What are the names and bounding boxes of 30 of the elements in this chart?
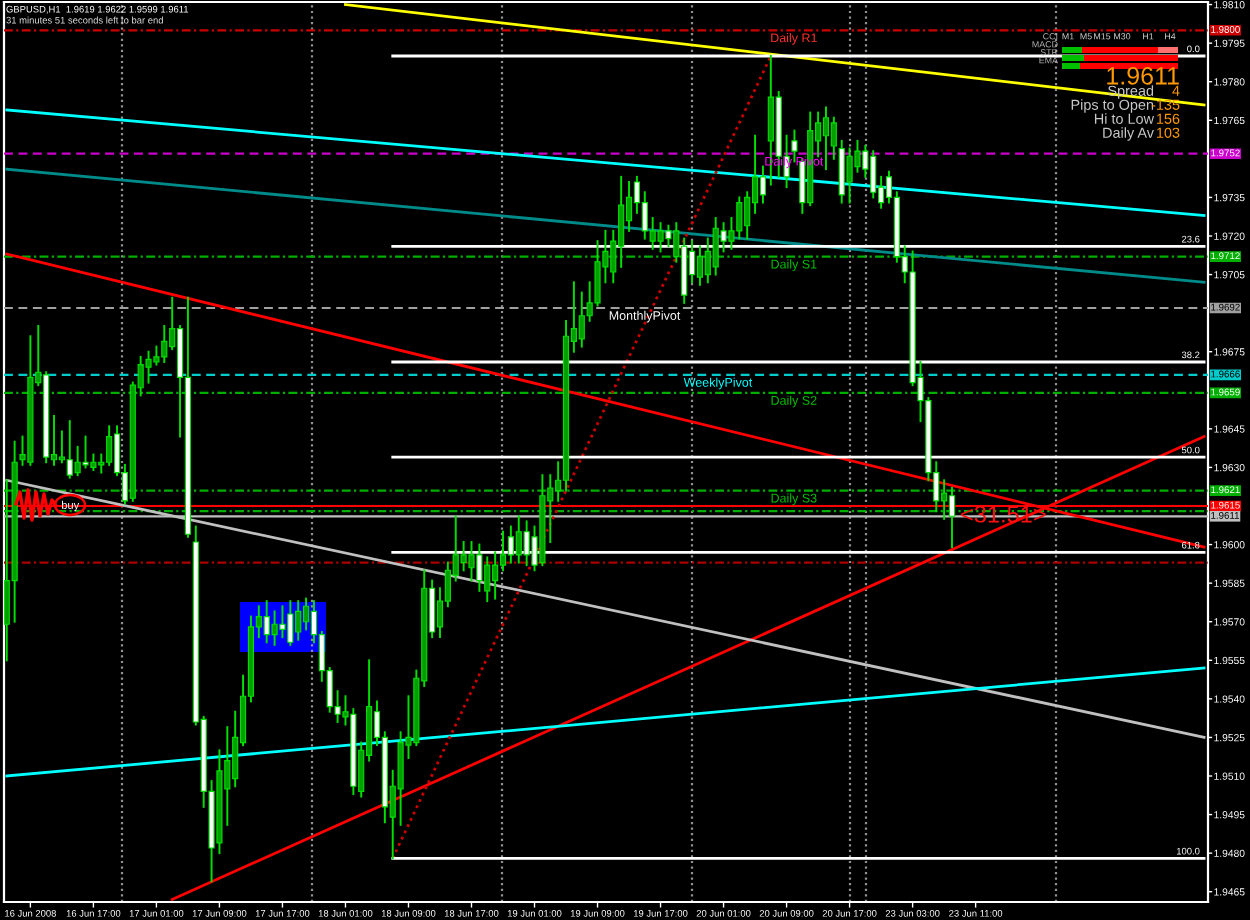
candlestick (696, 245, 704, 286)
candlestick (295, 600, 302, 641)
candlestick (578, 291, 585, 348)
candlestick (618, 175, 625, 268)
candlestick (468, 541, 475, 582)
candlestick (279, 605, 286, 639)
candlestick (66, 420, 73, 479)
candlestick (303, 597, 310, 631)
candlestick (759, 165, 767, 204)
candlestick (822, 106, 830, 171)
candlestick (492, 551, 499, 600)
candlestick (870, 150, 877, 199)
candlestick (657, 222, 664, 253)
candlestick (271, 610, 278, 646)
candlestick (838, 139, 845, 204)
candlestick (484, 556, 491, 603)
candlestick (82, 435, 89, 469)
candlestick (515, 515, 522, 564)
candlestick (830, 116, 837, 160)
candlestick (263, 600, 270, 644)
annotation: 1.9611 (1107, 67, 1179, 85)
candlestick (287, 600, 294, 646)
candlestick (712, 217, 719, 276)
candlestick (736, 196, 743, 240)
candlestick (460, 541, 467, 572)
candlestick (106, 425, 113, 466)
candlestick (846, 147, 853, 204)
candlestick (941, 479, 948, 520)
candlestick (74, 445, 81, 477)
candlestick (161, 325, 168, 363)
